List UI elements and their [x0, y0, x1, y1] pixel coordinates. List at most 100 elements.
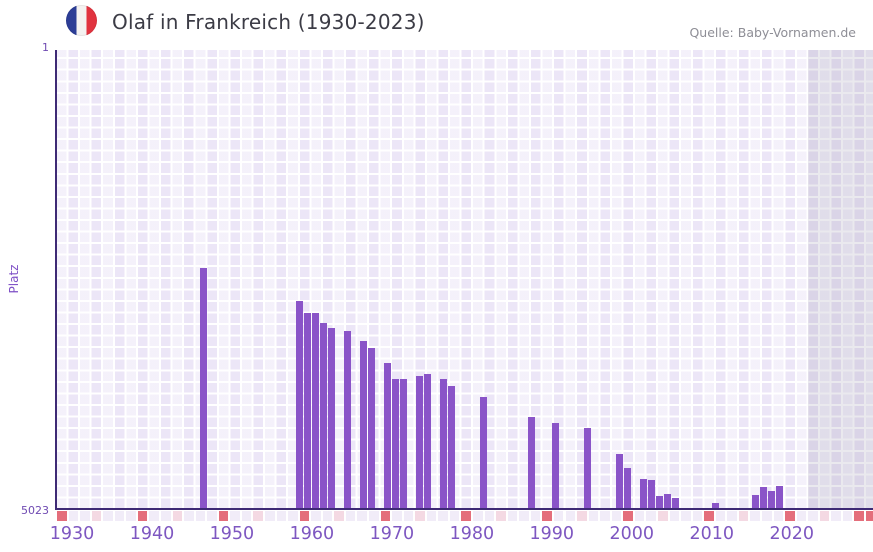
- rank-bar-1998[interactable]: [615, 453, 623, 508]
- x-tick-label: 1980: [449, 524, 495, 544]
- axis-strip-cell: [600, 511, 610, 521]
- axis-strip-cell: [692, 511, 703, 521]
- axis-strip-cell: [299, 511, 310, 521]
- x-axis-line: [55, 508, 873, 510]
- axis-strip-cell: [103, 511, 113, 521]
- x-tick-label: 2010: [689, 524, 735, 544]
- axis-strip-cell: [519, 511, 529, 521]
- axis-strip-cell: [854, 511, 864, 521]
- rank-bar-2018[interactable]: [775, 485, 783, 508]
- rank-bar-1974[interactable]: [423, 373, 431, 508]
- axis-strip-cell: [657, 511, 668, 521]
- rank-bar-2001[interactable]: [639, 478, 647, 508]
- axis-strip-cell: [750, 511, 760, 521]
- axis-strip-cell: [161, 511, 171, 521]
- rank-bar-2010[interactable]: [711, 502, 719, 508]
- axis-strip-cell: [773, 511, 784, 521]
- axis-strip-cell: [577, 511, 587, 521]
- rank-bar-1962[interactable]: [327, 327, 335, 508]
- rank-bar-2003[interactable]: [655, 495, 663, 508]
- axis-strip-cell: [265, 511, 275, 521]
- x-tick-label: 2000: [609, 524, 655, 544]
- rank-bar-1958[interactable]: [295, 300, 303, 508]
- axis-strip-cell: [681, 511, 691, 521]
- page-title: Olaf in Frankreich (1930-2023): [112, 10, 425, 34]
- axis-strip-cell: [727, 511, 737, 521]
- y-axis-title: Platz: [7, 264, 21, 294]
- rank-bar-1999[interactable]: [623, 467, 631, 508]
- axis-strip-cell: [819, 511, 830, 521]
- x-tick-label: 1950: [209, 524, 255, 544]
- axis-strip-cell: [715, 511, 726, 521]
- axis-strip-cell: [530, 511, 541, 521]
- x-tick-label: 1970: [369, 524, 415, 544]
- axis-strip-cell: [623, 511, 633, 521]
- axis-strip-cell: [611, 511, 622, 521]
- axis-strip-cell: [369, 511, 379, 521]
- axis-strip-cell: [865, 511, 873, 521]
- axis-strip-cell: [322, 511, 333, 521]
- axis-strip-cell: [380, 511, 391, 521]
- axis-strip-cell: [392, 511, 402, 521]
- plot-area: [57, 50, 873, 508]
- rank-bar-1969[interactable]: [383, 362, 391, 508]
- rank-bar-1964[interactable]: [343, 330, 351, 508]
- axis-strip-cell: [542, 511, 552, 521]
- axis-strip-cell: [68, 511, 79, 521]
- rank-bar-2017[interactable]: [767, 490, 775, 508]
- france-flag-icon: [66, 5, 97, 36]
- rank-bar-1981[interactable]: [479, 396, 487, 508]
- axis-strip-cell: [357, 511, 368, 521]
- axis-strip-cell: [91, 511, 102, 521]
- axis-strip-cell: [565, 511, 576, 521]
- rank-bar-1967[interactable]: [367, 347, 375, 508]
- axis-strip-cell: [288, 511, 298, 521]
- rank-bar-1994[interactable]: [583, 427, 591, 508]
- rank-bar-1959[interactable]: [303, 312, 311, 508]
- rank-bar-1987[interactable]: [527, 416, 535, 508]
- axis-strip-cell: [415, 511, 425, 521]
- rank-bar-2005[interactable]: [671, 497, 679, 508]
- rank-bar-1977[interactable]: [447, 385, 455, 508]
- rank-bar-1946[interactable]: [199, 267, 207, 508]
- axis-strip-cell: [704, 511, 714, 521]
- axis-strip-cell: [588, 511, 599, 521]
- axis-strip-cell: [496, 511, 506, 521]
- rank-bar-1971[interactable]: [399, 378, 407, 508]
- rank-bar-1976[interactable]: [439, 378, 447, 508]
- axis-strip-cell: [218, 511, 229, 521]
- axis-strip-cell: [831, 511, 841, 521]
- rank-bar-1961[interactable]: [319, 322, 327, 508]
- rank-bar-2015[interactable]: [751, 494, 759, 508]
- axis-strip: [57, 511, 873, 521]
- rank-bar-1973[interactable]: [415, 375, 423, 508]
- rank-bar-2002[interactable]: [647, 480, 655, 508]
- rank-bar-1990[interactable]: [551, 422, 559, 508]
- axis-strip-cell: [241, 511, 252, 521]
- source-credit: Quelle: Baby-Vornamen.de: [689, 25, 856, 40]
- y-axis-line: [55, 50, 57, 510]
- axis-strip-cell: [137, 511, 148, 521]
- rank-bar-1970[interactable]: [391, 378, 399, 508]
- axis-strip-cell: [842, 511, 853, 521]
- axis-strip-cell: [646, 511, 656, 521]
- axis-strip-cell: [126, 511, 136, 521]
- rank-bar-2016[interactable]: [759, 486, 767, 508]
- axis-strip-cell: [230, 511, 240, 521]
- axis-strip-cell: [426, 511, 437, 521]
- axis-strip-cell: [634, 511, 645, 521]
- future-years-band: [808, 50, 873, 508]
- axis-strip-cell: [484, 511, 495, 521]
- axis-strip-cell: [149, 511, 159, 521]
- axis-strip-cell: [438, 511, 448, 521]
- rank-bar-1960[interactable]: [311, 312, 319, 508]
- axis-strip-cell: [207, 511, 217, 521]
- axis-strip-cell: [195, 511, 206, 521]
- axis-strip-cell: [761, 511, 772, 521]
- axis-strip-cell: [276, 511, 287, 521]
- rank-bar-2004[interactable]: [663, 493, 671, 508]
- axis-strip-cell: [785, 511, 795, 521]
- rank-bar-1966[interactable]: [359, 340, 367, 508]
- x-tick-label: 1940: [129, 524, 175, 544]
